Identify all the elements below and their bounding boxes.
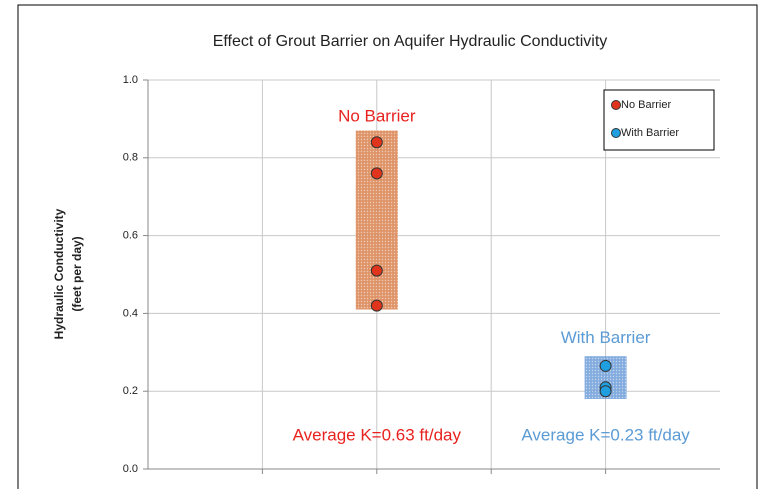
annotation: No Barrier	[338, 106, 416, 125]
range-band-texture	[355, 130, 398, 310]
y-tick-label: 0.4	[123, 307, 138, 319]
y-tick-label: 0.6	[123, 230, 138, 242]
legend-marker	[611, 128, 621, 138]
annotation: Average K=0.23 ft/day	[521, 425, 690, 444]
legend-label: With Barrier	[621, 127, 679, 139]
y-tick-label: 0.0	[123, 463, 138, 475]
point	[370, 167, 383, 180]
legend-label: No Barrier	[621, 99, 671, 111]
y-tick-label: 0.8	[123, 152, 138, 164]
point	[370, 264, 383, 277]
y-axis-label: (feet per day)	[70, 236, 84, 311]
point	[370, 299, 383, 312]
legend-marker	[611, 100, 621, 110]
chart-title: Effect of Grout Barrier on Aquifer Hydra…	[213, 33, 608, 50]
point	[370, 136, 383, 149]
legend-box	[603, 89, 715, 151]
y-tick-label: 0.2	[123, 385, 138, 397]
point	[599, 359, 612, 372]
y-axis-label: Hydraulic Conductivity	[52, 208, 66, 339]
point	[599, 385, 612, 398]
annotation: Average K=0.63 ft/day	[293, 425, 462, 444]
annotation: With Barrier	[561, 328, 651, 347]
y-tick-label: 1.0	[123, 74, 138, 86]
